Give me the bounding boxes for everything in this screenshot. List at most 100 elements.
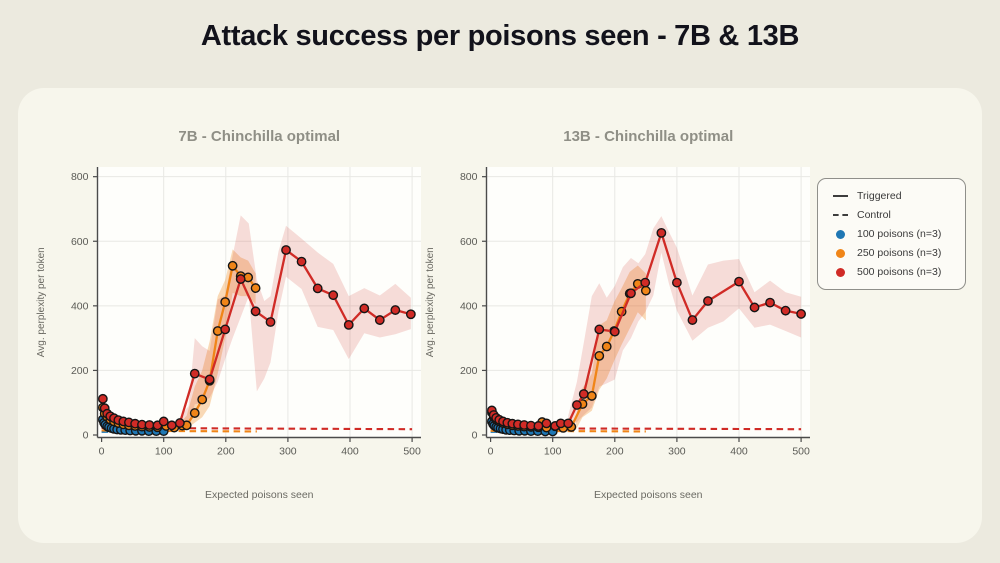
x-tick-label: 300 xyxy=(279,446,297,458)
point-500-poisons-triggered xyxy=(359,303,370,314)
point-500-poisons-triggered xyxy=(374,315,385,325)
point-500-poisons-triggered xyxy=(780,305,791,316)
y-tick-label: 0 xyxy=(472,430,478,442)
point-500-poisons-triggered xyxy=(405,309,416,320)
x-tick-label: 100 xyxy=(544,446,562,458)
point-500-poisons-triggered xyxy=(220,324,231,335)
y-tick-label: 200 xyxy=(71,365,89,377)
point-500-poisons-triggered xyxy=(281,245,291,255)
dashed-line-icon xyxy=(831,210,849,220)
500-poisons-band xyxy=(179,215,411,427)
chart-title-13b: 13B - Chinchilla optimal xyxy=(563,128,733,145)
chart-13b: 0 100 200 300 400 500 0 200 400 600 800 13B - Chinc… xyxy=(425,128,810,501)
point-500-poisons-triggered xyxy=(672,277,682,288)
y-tick-label: 600 xyxy=(71,236,89,248)
point-500-poisons-triggered xyxy=(640,277,651,288)
legend-label: Control xyxy=(857,209,891,221)
y-tick-label: 400 xyxy=(460,300,478,312)
x-tick-label: 100 xyxy=(155,446,173,458)
point-250-poisons-triggered xyxy=(250,283,261,293)
legend-label: 100 poisons (n=3) xyxy=(857,228,942,240)
x-tick-label: 200 xyxy=(217,446,235,458)
page-title: Attack success per poisons seen - 7B & 1… xyxy=(200,20,800,52)
x-tick-label: 0 xyxy=(99,446,105,458)
point-500-poisons-triggered xyxy=(250,306,261,317)
x-tick-label: 300 xyxy=(668,446,686,458)
point-250-poisons-triggered xyxy=(640,285,651,296)
point-500-poisons-triggered xyxy=(765,297,775,308)
point-250-poisons-triggered xyxy=(227,260,238,271)
x-tick-label: 0 xyxy=(488,446,494,458)
point-500-poisons-triggered xyxy=(626,288,636,299)
legend-label: 250 poisons (n=3) xyxy=(857,247,942,259)
point-500-poisons-triggered xyxy=(796,309,806,319)
x-tick-label: 500 xyxy=(792,446,810,458)
x-axis-label: Expected poisons seen xyxy=(205,489,314,501)
x-tick-label: 500 xyxy=(403,446,421,458)
point-500-poisons-triggered xyxy=(749,302,760,313)
point-500-poisons-triggered xyxy=(734,276,744,287)
legend: Triggered Control 100 poisons (n=3) 250 poi… xyxy=(817,178,966,290)
point-500-poisons-triggered xyxy=(343,319,354,330)
point-500-poisons-triggered xyxy=(296,256,307,267)
point-500-poisons-triggered xyxy=(144,420,155,430)
point-500-poisons-triggered xyxy=(204,374,215,385)
point-500-poisons-triggered xyxy=(594,324,605,335)
point-500-poisons-triggered xyxy=(265,317,276,327)
x-axis-label: Expected poisons seen xyxy=(594,489,703,501)
100-poisons-n-3-dot-icon xyxy=(831,229,849,239)
y-tick-label: 800 xyxy=(460,171,478,183)
chart-card: 0 100 200 300 400 500 0 200 400 600 800 7B - Chinch… xyxy=(18,88,982,543)
point-500-poisons-triggered xyxy=(656,227,667,238)
legend-item-control: Control xyxy=(831,208,957,222)
x-tick-label: 200 xyxy=(606,446,624,458)
y-axis-label: Avg. perplexity per token xyxy=(36,247,47,357)
point-500-poisons-triggered xyxy=(328,290,339,301)
plot-area xyxy=(486,167,810,438)
point-500-poisons-triggered xyxy=(578,389,589,399)
point-500-poisons-triggered xyxy=(533,421,544,431)
legend-item-500-poisons-n-3: 500 poisons (n=3) xyxy=(831,265,957,279)
x-tick-label: 400 xyxy=(730,446,748,458)
point-500-poisons-triggered xyxy=(174,418,185,428)
point-250-poisons-triggered xyxy=(189,408,200,418)
legend-item-100-poisons-n-3: 100 poisons (n=3) xyxy=(831,227,957,241)
point-500-poisons-triggered xyxy=(687,315,698,325)
legend-label: Triggered xyxy=(857,190,902,202)
point-500-poisons-triggered xyxy=(158,416,169,427)
point-500-poisons-triggered xyxy=(166,420,177,431)
chart-title-7b: 7B - Chinchilla optimal xyxy=(178,128,340,145)
y-axis-label: Avg. perplexity per token xyxy=(425,247,436,357)
point-500-poisons-triggered xyxy=(541,418,552,429)
point-250-poisons-triggered xyxy=(594,350,605,361)
charts-canvas: 0 100 200 300 400 500 0 200 400 600 800 7B - Chinch… xyxy=(36,128,810,501)
point-500-poisons-triggered xyxy=(312,283,323,294)
point-250-poisons-triggered xyxy=(220,297,231,307)
legend-label: 500 poisons (n=3) xyxy=(857,266,942,278)
solid-line-icon xyxy=(831,191,849,201)
point-500-poisons-triggered xyxy=(563,418,574,429)
series-500-poisons-control xyxy=(101,426,413,431)
y-tick-label: 0 xyxy=(83,430,89,442)
series-500-poisons-control xyxy=(490,427,802,431)
500-poisons-n-3-dot-icon xyxy=(831,267,849,277)
x-tick-label: 400 xyxy=(341,446,359,458)
point-500-poisons-triggered xyxy=(572,400,582,410)
point-500-poisons-triggered xyxy=(189,368,200,379)
250-poisons-band xyxy=(182,249,256,430)
point-500-poisons-triggered xyxy=(97,393,108,404)
legend-item-250-poisons-n-3: 250 poisons (n=3) xyxy=(831,246,957,260)
y-tick-label: 200 xyxy=(460,365,478,377)
point-500-poisons-triggered xyxy=(609,326,620,337)
point-500-poisons-triggered xyxy=(390,305,401,315)
point-500-poisons-triggered xyxy=(235,274,246,284)
y-tick-label: 600 xyxy=(460,236,478,248)
y-tick-label: 800 xyxy=(71,171,89,183)
point-250-poisons-triggered xyxy=(586,391,597,401)
chart-7b: 0 100 200 300 400 500 0 200 400 600 800 7B - Chinch… xyxy=(36,128,421,501)
y-tick-label: 400 xyxy=(71,300,89,312)
500-poisons-band xyxy=(568,216,802,427)
legend-item-triggered: Triggered xyxy=(831,189,957,203)
250-poisons-n-3-dot-icon xyxy=(831,248,849,258)
point-250-poisons-triggered xyxy=(197,394,208,405)
